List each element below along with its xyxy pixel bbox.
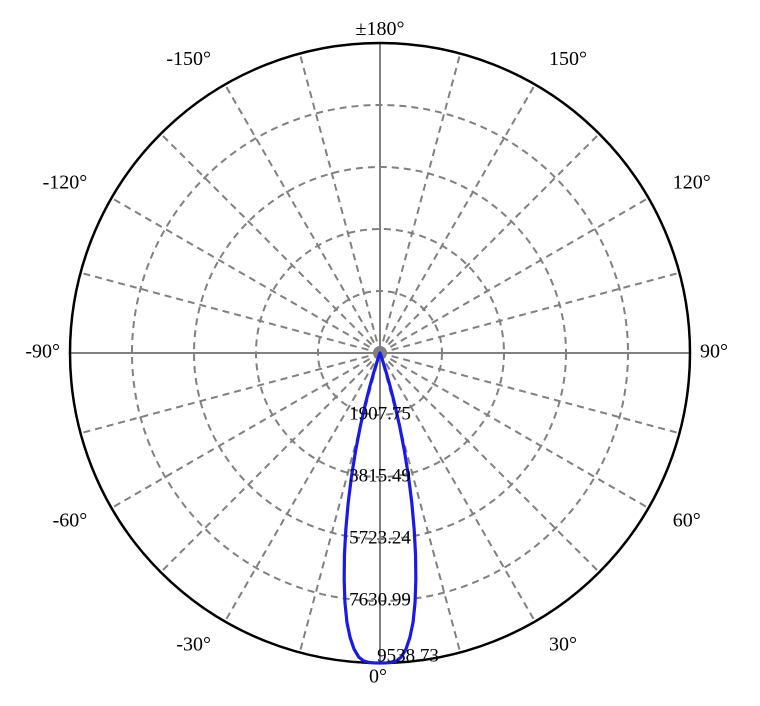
angle-label: 0° [369,666,387,688]
grid-spoke [112,353,380,508]
angle-label: -120° [43,172,88,194]
radial-label: 5723.24 [349,527,411,548]
grid-spoke [81,353,380,433]
angle-label: -90° [25,341,60,363]
grid-spoke [380,134,599,353]
polar-chart: 1907.75 3815.49 5723.24 7630.99 9538.730° 30°… [0,0,760,706]
grid-spoke [161,353,380,572]
angle-label: 90° [700,341,728,363]
radial-label: 9538.73 [377,645,439,666]
angle-label: -30° [176,633,211,655]
angle-label: 120° [673,172,711,194]
grid-spoke [380,198,648,353]
radial-label: 7630.99 [349,589,411,610]
grid-spoke [225,85,380,353]
radial-label: 3815.49 [349,465,411,486]
grid-spoke [380,353,599,572]
angle-label: -150° [166,48,211,70]
grid-spoke [112,198,380,353]
grid-spoke [380,353,648,508]
angle-label: 30° [549,633,577,655]
grid-spoke [300,54,380,353]
grid-spoke [225,353,380,621]
angle-label: ±180° [356,18,405,40]
angle-label: 150° [549,48,587,70]
grid-spoke [380,353,679,433]
grid-spoke [380,85,535,353]
grid-spoke [380,54,460,353]
grid-spoke [380,353,535,621]
angle-label: -60° [53,510,88,532]
grid-spoke [161,134,380,353]
radial-labels: 1907.75 3815.49 5723.24 7630.99 9538.73 [349,403,439,666]
radial-label: 1907.75 [349,403,411,424]
grid-spoke [380,273,679,353]
angle-label: 60° [673,510,701,532]
grid-spoke [81,273,380,353]
